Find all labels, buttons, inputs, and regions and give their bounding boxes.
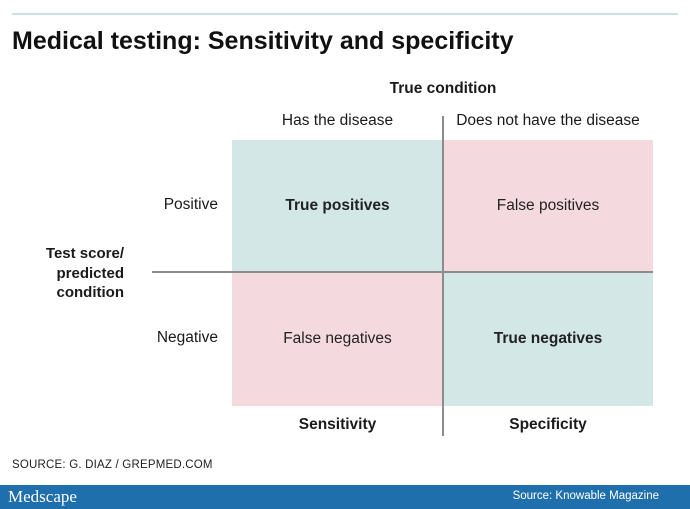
footer-credit: Source: Knowable Magazine <box>512 490 659 502</box>
cell-true-positives: True positives <box>232 140 443 272</box>
cell-label: True positives <box>285 197 390 214</box>
medscape-logo: Medscape <box>8 487 77 506</box>
footer-bar: Medscape Source: Knowable Magazine <box>0 485 690 509</box>
cell-label: False positives <box>496 197 600 214</box>
vertical-divider <box>442 116 444 436</box>
row-header-positive: Positive <box>163 196 218 213</box>
top-rule <box>12 13 678 15</box>
sensitivity-label: Sensitivity <box>298 416 377 433</box>
horizontal-divider <box>152 271 653 273</box>
cell-label: False negatives <box>283 330 392 347</box>
row-header-negative: Negative <box>156 329 218 346</box>
cell-false-positives: False positives <box>443 140 653 272</box>
column-header-no-disease: Does not have the disease <box>456 112 640 129</box>
test-score-label: Test score/ predicted condition <box>45 245 124 301</box>
specificity-label: Specificity <box>509 416 587 433</box>
column-header-has-disease: Has the disease <box>281 112 394 129</box>
source-credit: SOURCE: G. DIAZ / GREPMED.COM <box>12 459 213 471</box>
cell-false-negatives: False negatives <box>232 272 443 406</box>
page-title: Medical testing: Sensitivity and specifi… <box>12 27 514 55</box>
cell-true-negatives: True negatives <box>443 272 653 406</box>
true-condition-heading: True condition <box>389 80 497 97</box>
cell-label: True negatives <box>493 330 603 347</box>
